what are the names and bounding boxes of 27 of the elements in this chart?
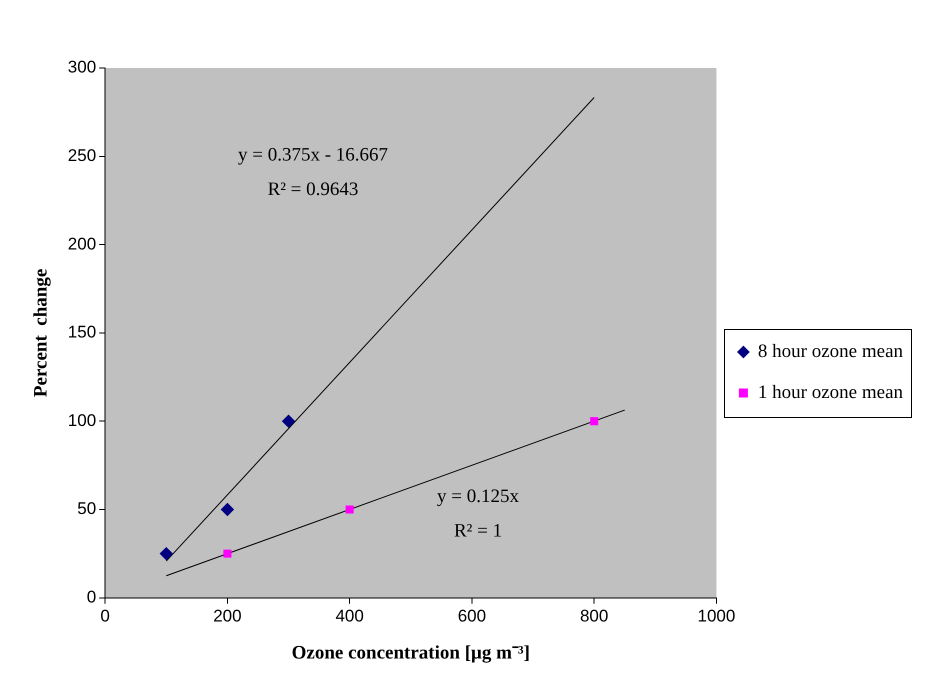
x-tick-label: 800 (580, 606, 608, 626)
y-tick-label: 250 (68, 146, 96, 165)
point (346, 505, 354, 514)
annotation: y = 0.375x - 16.667 (238, 144, 388, 166)
legend-label: 8 hour ozone mean (758, 340, 904, 362)
x-tick-label: 600 (458, 606, 486, 626)
point (282, 414, 296, 428)
x-tick-label: 0 (100, 606, 110, 626)
y-axis-title: Percent change (30, 268, 52, 398)
y-tick-label: 200 (68, 234, 96, 254)
y-tick-label: 50 (77, 499, 96, 518)
y-tick-label: 300 (68, 58, 96, 77)
point (160, 547, 173, 560)
point (590, 417, 598, 426)
annotation: y = 0.125x (437, 486, 520, 508)
x-axis-title: Ozone concentration [μg m⁻³] (292, 642, 530, 664)
annotation: R² = 0.9643 (268, 178, 358, 200)
y-tick-label: 0 (86, 587, 96, 606)
x-tick-label: 400 (335, 606, 364, 626)
y-tick-label: 150 (68, 322, 96, 342)
point (220, 503, 234, 516)
x-tick-label: 1000 (698, 606, 736, 626)
annotation: R² = 1 (454, 520, 502, 542)
y-tick-label: 100 (68, 410, 96, 430)
x-tick-label: 200 (213, 606, 242, 626)
point (223, 550, 232, 558)
legend-label: 1 hour ozone mean (758, 382, 904, 403)
